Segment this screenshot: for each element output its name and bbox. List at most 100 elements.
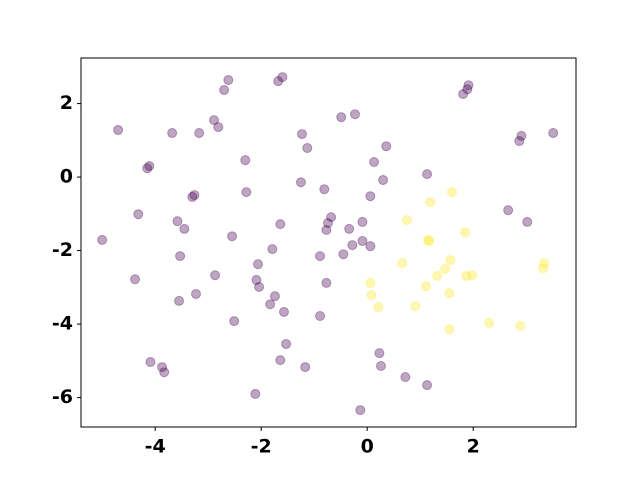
point xyxy=(355,405,366,416)
point xyxy=(194,127,205,138)
point xyxy=(275,355,286,366)
point xyxy=(97,234,108,245)
point xyxy=(240,155,251,166)
point xyxy=(209,115,220,126)
point xyxy=(347,240,358,251)
point xyxy=(213,122,224,133)
point xyxy=(277,72,288,83)
point xyxy=(369,157,380,168)
point xyxy=(503,205,514,216)
point xyxy=(400,372,411,383)
point xyxy=(349,109,360,120)
point xyxy=(172,216,183,227)
point xyxy=(516,130,527,141)
point xyxy=(423,234,434,245)
point xyxy=(444,288,455,299)
point xyxy=(142,163,153,174)
point xyxy=(113,125,124,136)
point xyxy=(344,223,355,234)
point xyxy=(295,177,306,188)
point xyxy=(422,380,433,391)
point xyxy=(175,251,186,262)
point xyxy=(167,127,178,138)
x-tick-label: 0 xyxy=(361,436,374,458)
point xyxy=(381,141,392,152)
point xyxy=(267,244,278,255)
point xyxy=(265,299,276,310)
x-tick-label: 2 xyxy=(467,436,480,458)
point xyxy=(467,270,478,281)
point xyxy=(357,236,368,247)
point xyxy=(219,84,230,95)
point xyxy=(321,225,332,236)
point xyxy=(425,197,436,208)
point xyxy=(375,360,386,371)
point xyxy=(539,258,550,269)
point xyxy=(241,187,252,198)
point xyxy=(191,288,202,299)
point xyxy=(424,236,435,247)
point xyxy=(254,281,265,292)
point xyxy=(461,270,472,281)
y-tick-label: 0 xyxy=(60,166,73,188)
point xyxy=(401,215,412,226)
point xyxy=(336,112,347,123)
point xyxy=(321,277,332,288)
point xyxy=(179,223,190,234)
point xyxy=(538,263,549,274)
point xyxy=(253,259,264,270)
point xyxy=(444,324,455,335)
point xyxy=(250,388,261,399)
point xyxy=(145,356,156,367)
point xyxy=(422,169,433,180)
point xyxy=(548,127,559,138)
point xyxy=(210,270,221,281)
point xyxy=(373,302,384,313)
point xyxy=(302,143,313,154)
point xyxy=(522,216,533,227)
point xyxy=(275,219,286,230)
point xyxy=(445,255,456,266)
point xyxy=(273,76,284,87)
point xyxy=(432,270,443,281)
point xyxy=(187,191,198,202)
point xyxy=(366,290,377,301)
point xyxy=(326,212,337,223)
point xyxy=(269,291,280,302)
point xyxy=(223,75,234,86)
y-tick-label: -4 xyxy=(52,313,73,335)
point xyxy=(458,89,469,100)
point xyxy=(421,281,432,292)
plot-frame xyxy=(80,57,577,428)
point xyxy=(374,348,385,359)
x-tick-label: -2 xyxy=(251,436,272,458)
point xyxy=(157,362,168,373)
point xyxy=(319,184,330,195)
point xyxy=(133,209,144,220)
point xyxy=(357,216,368,227)
point xyxy=(460,227,471,238)
point xyxy=(159,367,170,378)
point xyxy=(322,218,333,229)
point xyxy=(365,191,376,202)
point xyxy=(130,274,141,285)
point xyxy=(440,263,451,274)
point xyxy=(338,249,349,260)
point xyxy=(410,301,421,312)
x-tick-label: -4 xyxy=(145,436,166,458)
point xyxy=(484,317,495,328)
point xyxy=(514,136,525,147)
point xyxy=(281,338,292,349)
point xyxy=(189,190,200,201)
point xyxy=(297,129,308,140)
point xyxy=(365,241,376,252)
point xyxy=(463,80,474,91)
y-tick-label: -2 xyxy=(52,239,73,261)
point xyxy=(251,274,262,285)
point xyxy=(446,187,457,198)
point xyxy=(144,161,155,172)
point xyxy=(378,175,389,186)
point xyxy=(315,311,326,322)
y-tick-label: 2 xyxy=(60,92,73,114)
